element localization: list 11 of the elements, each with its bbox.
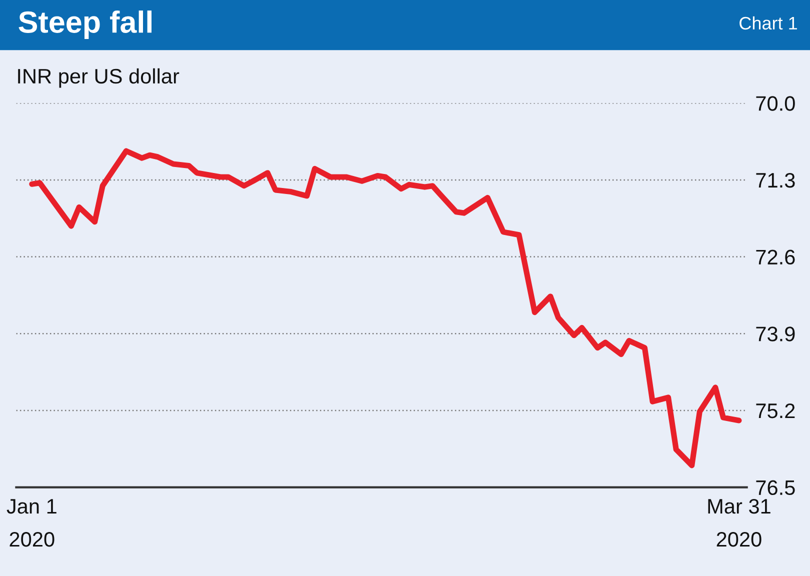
y-tick-label: 72.6	[756, 250, 795, 265]
chart-title: Steep fall	[18, 10, 152, 40]
y-tick-label: 71.3	[756, 172, 795, 188]
x-tick-label: Jan 1 2020	[6, 499, 56, 547]
y-tick-label: 70.0	[756, 96, 795, 111]
y-tick-label: 73.9	[756, 326, 795, 342]
y-axis-title: INR per US dollar	[18, 68, 180, 88]
caption: Chart 1	[740, 16, 797, 30]
x-tick-label: Mar 31 2020	[708, 498, 770, 547]
y-tick-label: 75.2	[756, 403, 795, 418]
y-tick-label: 76.5	[756, 480, 795, 496]
